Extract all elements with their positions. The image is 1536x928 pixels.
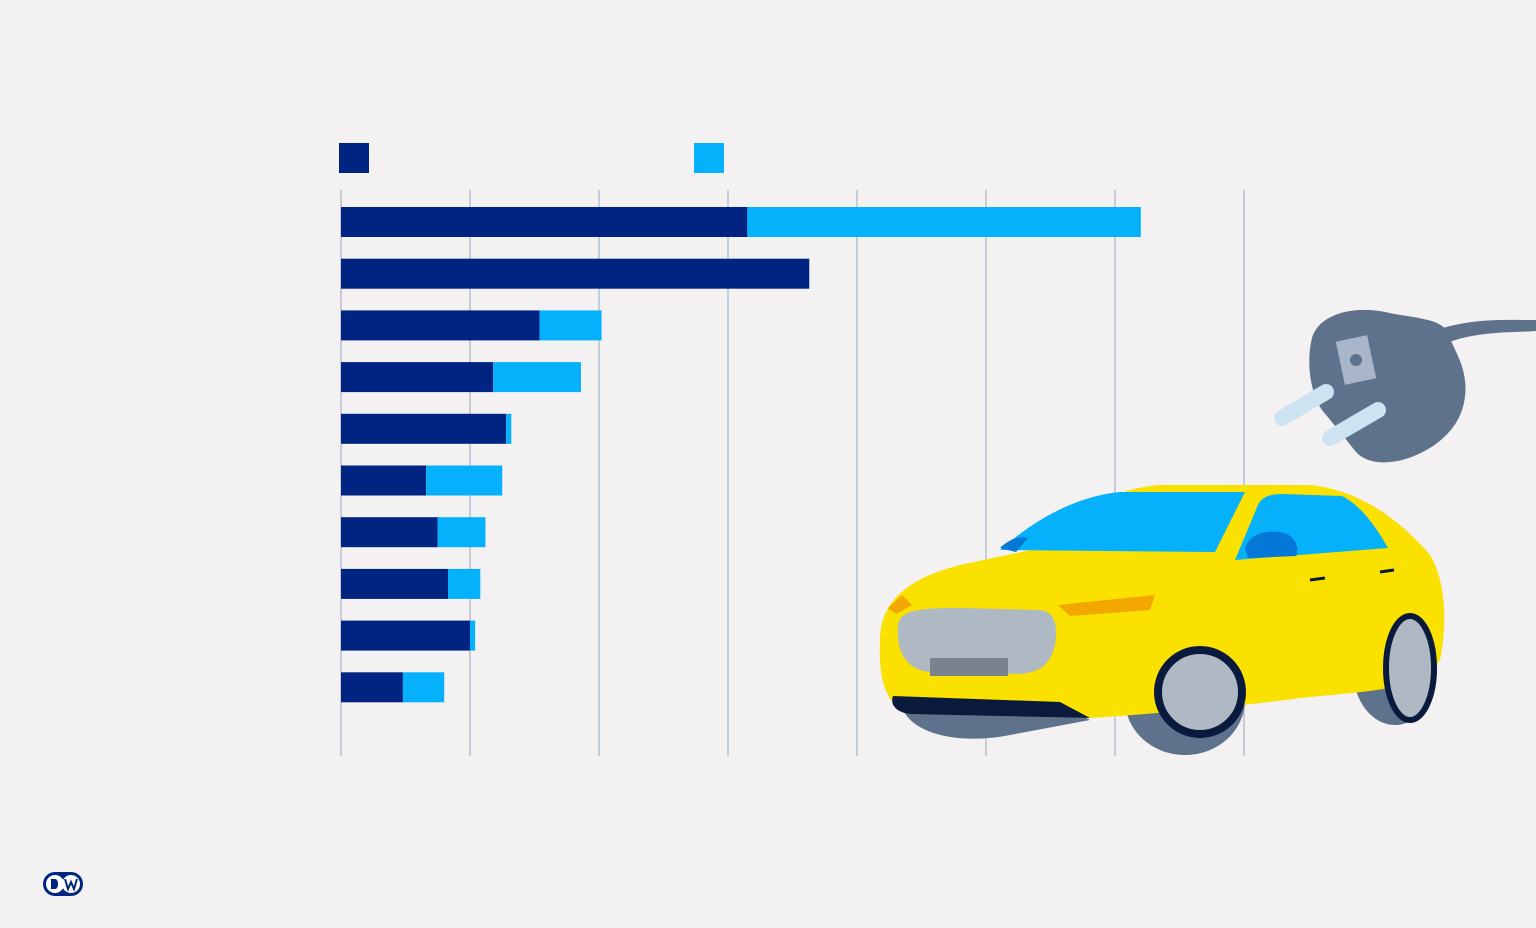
bar-row-3-series-1 — [341, 310, 540, 341]
bar-row-10-series-1 — [341, 672, 403, 703]
bar-row-4-series-2 — [493, 362, 581, 393]
bar-row-4-series-1 — [341, 362, 494, 393]
bar-row-2-series-1 — [341, 258, 810, 289]
legend-swatch-dark — [339, 143, 369, 173]
bars — [341, 207, 1141, 703]
electric-car-icon — [879, 485, 1445, 755]
bar-row-5-series-1 — [341, 413, 507, 444]
bar-row-8-series-2 — [448, 568, 481, 599]
bar-row-7-series-1 — [341, 517, 438, 548]
bar-row-10-series-2 — [402, 672, 445, 703]
legend-swatch-light — [694, 143, 724, 173]
bar-row-6-series-2 — [426, 465, 503, 496]
bar-row-8-series-1 — [341, 568, 449, 599]
bar-row-7-series-2 — [437, 517, 486, 548]
bar-row-6-series-1 — [341, 465, 427, 496]
dw-logo-icon — [43, 872, 83, 896]
bar-row-3-series-2 — [539, 310, 602, 341]
bar-row-1-series-2 — [747, 207, 1141, 237]
bar-row-5-series-2 — [506, 413, 512, 444]
power-plug-icon — [1274, 309, 1536, 463]
bar-row-9-series-1 — [341, 620, 470, 651]
bar-row-1-series-1 — [341, 207, 748, 237]
bar-row-9-series-2 — [470, 620, 476, 651]
